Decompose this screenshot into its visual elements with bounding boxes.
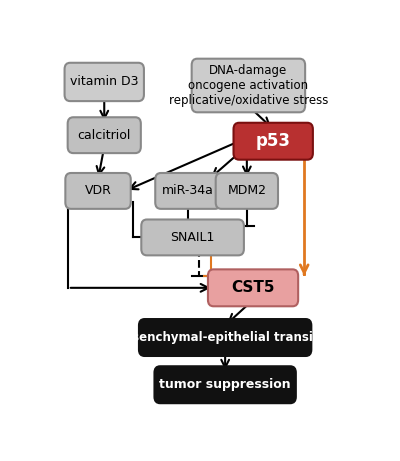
FancyBboxPatch shape	[68, 117, 141, 153]
Text: MDM2: MDM2	[227, 184, 266, 197]
FancyBboxPatch shape	[139, 319, 311, 356]
FancyBboxPatch shape	[141, 219, 244, 255]
Text: CST5: CST5	[231, 280, 275, 296]
FancyBboxPatch shape	[65, 173, 131, 209]
FancyBboxPatch shape	[192, 59, 305, 112]
FancyBboxPatch shape	[64, 63, 144, 101]
Text: mesenchymal-epithelial transition: mesenchymal-epithelial transition	[112, 331, 338, 344]
Text: VDR: VDR	[85, 184, 112, 197]
Text: p53: p53	[256, 132, 291, 150]
FancyBboxPatch shape	[234, 123, 313, 160]
Text: SNAIL1: SNAIL1	[170, 231, 215, 244]
FancyBboxPatch shape	[208, 269, 298, 306]
Text: DNA-damage
oncogene activation
replicative/oxidative stress: DNA-damage oncogene activation replicati…	[169, 64, 328, 107]
FancyBboxPatch shape	[155, 173, 221, 209]
FancyBboxPatch shape	[154, 366, 296, 403]
Text: vitamin D3: vitamin D3	[70, 76, 138, 89]
Text: miR-34a: miR-34a	[162, 184, 214, 197]
FancyBboxPatch shape	[216, 173, 278, 209]
Text: calcitriol: calcitriol	[78, 129, 131, 142]
Text: tumor suppression: tumor suppression	[159, 378, 291, 391]
